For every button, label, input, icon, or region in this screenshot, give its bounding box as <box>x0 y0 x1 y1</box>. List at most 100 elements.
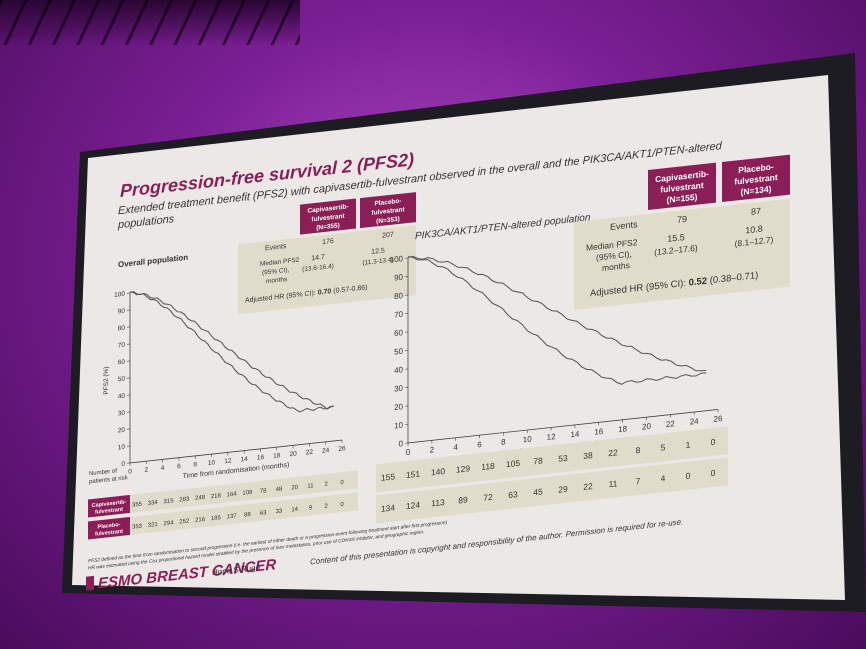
left_panel-risk-row2-cell: 63 <box>260 510 267 517</box>
right_panel-xtick-label: 8 <box>501 437 506 447</box>
esmo-logo-mark <box>86 575 94 591</box>
left_panel-risk-row1-cell: 48 <box>276 486 283 493</box>
left_panel-y-axis-label: PFS2 (%) <box>103 366 110 395</box>
risk-header-line2: patients at risk <box>89 475 129 485</box>
right-stats-box <box>574 198 790 311</box>
left_panel-risk-row1-cell: 218 <box>211 493 222 500</box>
right_panel-risk-row1-cell: 0 <box>711 437 716 448</box>
right_panel-risk-row2-cell: 0 <box>711 468 716 479</box>
right_panel-ytick-label: 10 <box>394 421 403 431</box>
left_panel-risk-row2-cell: 9 <box>309 505 313 511</box>
left_panel-xtick-label: 22 <box>306 449 314 457</box>
left_panel-ytick-label: 20 <box>118 427 126 435</box>
left-risk-row2-label1: Placebo- <box>98 522 121 530</box>
left_panel-risk-row2-cell: 353 <box>132 524 143 531</box>
left_panel-xtick-label: 26 <box>338 445 346 453</box>
left_panel-risk-row1-cell: 315 <box>164 498 175 505</box>
left-risk-row2-label-bg <box>88 516 130 540</box>
right_panel-xtick-label: 14 <box>570 429 579 439</box>
left-col2-header <box>360 192 416 229</box>
right_panel-risk-row1-cell: 155 <box>381 471 395 483</box>
left_panel-xtick-label: 8 <box>193 461 197 468</box>
right-panel: PIK3CA/AKT1/PTEN-altered population Capi… <box>376 154 790 524</box>
right_panel-ytick-label: 100 <box>390 254 404 264</box>
left-median-1: 14.7 <box>311 254 325 262</box>
right-risk-row1-bg <box>376 426 728 493</box>
left_panel-xtick-label: 2 <box>145 466 149 473</box>
left-col1-header <box>300 198 356 235</box>
left-median-label3: months <box>266 276 288 285</box>
left_panel-xtick-label: 0 <box>128 468 132 475</box>
left-risk-row1-bg <box>88 470 358 518</box>
right_panel-x-axis <box>408 409 718 444</box>
right_panel-risk-row1-cell: 53 <box>558 453 568 464</box>
left-median-label1: Median PFS2 <box>260 257 300 268</box>
left_panel-risk-row2-cell: 294 <box>164 520 175 527</box>
right_panel-risk-row1-cell: 1 <box>686 439 691 450</box>
right-events-1: 79 <box>677 214 687 225</box>
right_panel-xtick-label: 26 <box>714 414 723 424</box>
right-median-label3: months <box>602 260 630 273</box>
left-risk-row2-label2: fulvestrant <box>95 529 123 538</box>
left_panel-xtick-label: 6 <box>177 463 181 470</box>
left_panel-xtick-label: 16 <box>257 454 265 462</box>
right_panel-risk-row1-cell: 140 <box>431 466 445 478</box>
right_panel-ytick-label: 20 <box>394 402 403 412</box>
left_panel-risk-row1-cell: 248 <box>195 495 206 502</box>
right_panel-risk-row1-cell: 8 <box>636 445 641 456</box>
right-col2-line1: Placebo- <box>738 161 774 175</box>
right_panel-xtick-label: 24 <box>690 417 699 427</box>
right_panel-risk-row2-cell: 45 <box>533 486 543 497</box>
right_panel-xtick-label: 22 <box>666 419 675 429</box>
right_panel-risk-row1-cell: 129 <box>456 463 470 475</box>
right-col2-line2: fulvestrant <box>734 172 778 187</box>
right_panel-risk-row2-cell: 134 <box>381 502 395 514</box>
left_panel-risk-row1-cell: 334 <box>148 500 159 507</box>
right_panel-ytick-label: 0 <box>399 439 404 449</box>
right-ci-2: (8.1–12.7) <box>735 234 774 248</box>
right-ci-1: (13.2–17.6) <box>654 243 698 258</box>
left_panel-risk-row1-cell: 164 <box>227 491 238 498</box>
right_panel-curve-capivasertib <box>407 255 707 372</box>
right-col2-line3: (N=134) <box>741 184 772 197</box>
left_panel-risk-row1-cell: 20 <box>291 485 298 492</box>
left_panel-risk-row1-cell: 108 <box>242 490 253 497</box>
left_panel-ytick-label: 0 <box>121 461 125 468</box>
left_panel-xtick-label: 24 <box>322 447 330 455</box>
left_panel-xtick-label: 20 <box>289 450 297 458</box>
right_panel-risk-row2-cell: 7 <box>636 476 641 487</box>
right-col2-header <box>722 154 790 203</box>
right_panel-risk-row2-cell: 0 <box>686 470 691 481</box>
left-risk-row1-label1: Capivasertib- <box>92 499 127 509</box>
right-col1-line3: (N=155) <box>667 192 698 205</box>
left_panel-risk-row2-cell: 14 <box>291 507 298 514</box>
left_panel-ytick-label: 100 <box>114 291 125 299</box>
right_panel-risk-row2-cell: 11 <box>609 478 618 489</box>
right_panel-risk-row2-cell: 63 <box>508 489 518 500</box>
left_panel-xtick-label: 14 <box>241 456 249 464</box>
right_panel-risk-row2-cell: 113 <box>431 497 445 508</box>
left_panel-ytick-label: 30 <box>118 410 126 418</box>
left_panel-risk-row1-cell: 355 <box>132 502 143 509</box>
right-risk-row2-bg <box>376 457 728 524</box>
left_panel-curve-placebo <box>129 291 334 413</box>
left-risk-row2-bg <box>88 492 358 540</box>
left-col2-line2: fulvestrant <box>371 206 405 217</box>
right_panel-xtick-label: 2 <box>430 445 435 455</box>
left_panel-xtick-label: 10 <box>208 459 216 467</box>
right_panel-xtick-label: 4 <box>453 443 458 453</box>
right_panel-risk-row2-cell: 124 <box>406 500 420 512</box>
right_panel-risk-row1-cell: 78 <box>533 455 543 466</box>
left-risk-row1-label-bg <box>88 494 130 518</box>
left-ci-2: (11.3-13.4) <box>362 257 393 267</box>
right-col1-line2: fulvestrant <box>660 180 704 195</box>
risk-header-line1: Number of <box>89 468 117 477</box>
left_panel-risk-row2-cell: 88 <box>244 512 251 519</box>
left_panel-curve-capivasertib <box>129 291 334 410</box>
right_panel-risk-row2-cell: 22 <box>583 481 593 492</box>
left_panel-risk-row2-cell: 321 <box>148 522 159 529</box>
right_panel-ytick-label: 70 <box>394 310 403 320</box>
right_panel-xtick-label: 20 <box>642 422 651 432</box>
